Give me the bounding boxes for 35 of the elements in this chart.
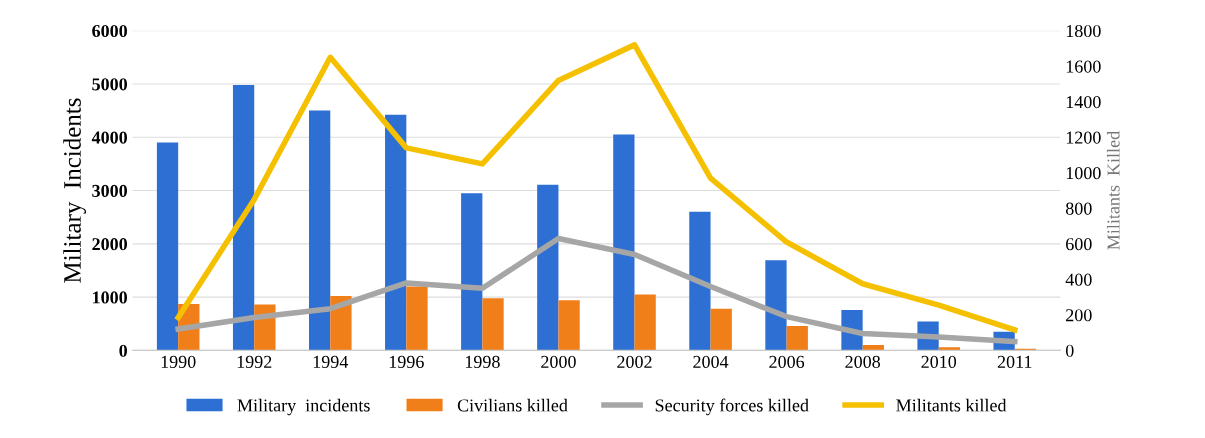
y-tick-label: 3000 <box>92 184 127 197</box>
x-tick-label: 2006 <box>769 355 805 368</box>
x-tick-label: 1990 <box>161 355 196 368</box>
legend-label: Civilians killed <box>457 398 568 412</box>
y-tick-label: 4000 <box>91 131 127 144</box>
y2-tick-label: 400 <box>1065 273 1092 286</box>
legend-label: Security forces killed <box>655 398 809 416</box>
x-tick-label: 2010 <box>921 355 957 368</box>
x-tick-label: 2011 <box>997 355 1032 368</box>
x-tick-label: 2008 <box>845 355 881 368</box>
x-tick-label: 1996 <box>389 355 424 368</box>
y-tick-label: 6000 <box>92 24 127 38</box>
x-tick-label: 2000 <box>541 355 576 368</box>
y-tick-label: 2000 <box>92 238 127 251</box>
x-tick-label: 1992 <box>237 355 272 368</box>
y2-axis-title: Militants Killed <box>1106 131 1120 250</box>
y2-tick-label: 0 <box>1065 344 1074 357</box>
y2-tick-label: 600 <box>1066 238 1092 251</box>
x-tick-label: 2004 <box>693 355 729 368</box>
legend-label: Militants killed <box>896 398 1007 412</box>
legend-label: Military incidents <box>237 398 370 416</box>
x-tick-label: 1994 <box>313 355 349 368</box>
x-tick-label: 1998 <box>465 355 500 368</box>
y2-tick-label: 1400 <box>1066 95 1101 109</box>
y-tick-label: 1000 <box>93 291 127 304</box>
y2-tick-label: 1800 <box>1066 24 1101 38</box>
y-axis-title: Military Incidents <box>63 98 87 283</box>
y2-tick-label: 1600 <box>1066 60 1101 73</box>
y2-tick-label: 200 <box>1066 309 1092 322</box>
y-tick-label: 0 <box>119 344 127 357</box>
y-tick-label: 5000 <box>92 78 127 91</box>
y2-tick-label: 1200 <box>1066 131 1101 144</box>
y2-tick-label: 1000 <box>1066 167 1101 180</box>
x-tick-label: 2002 <box>617 355 652 368</box>
y2-tick-label: 800 <box>1065 202 1092 215</box>
